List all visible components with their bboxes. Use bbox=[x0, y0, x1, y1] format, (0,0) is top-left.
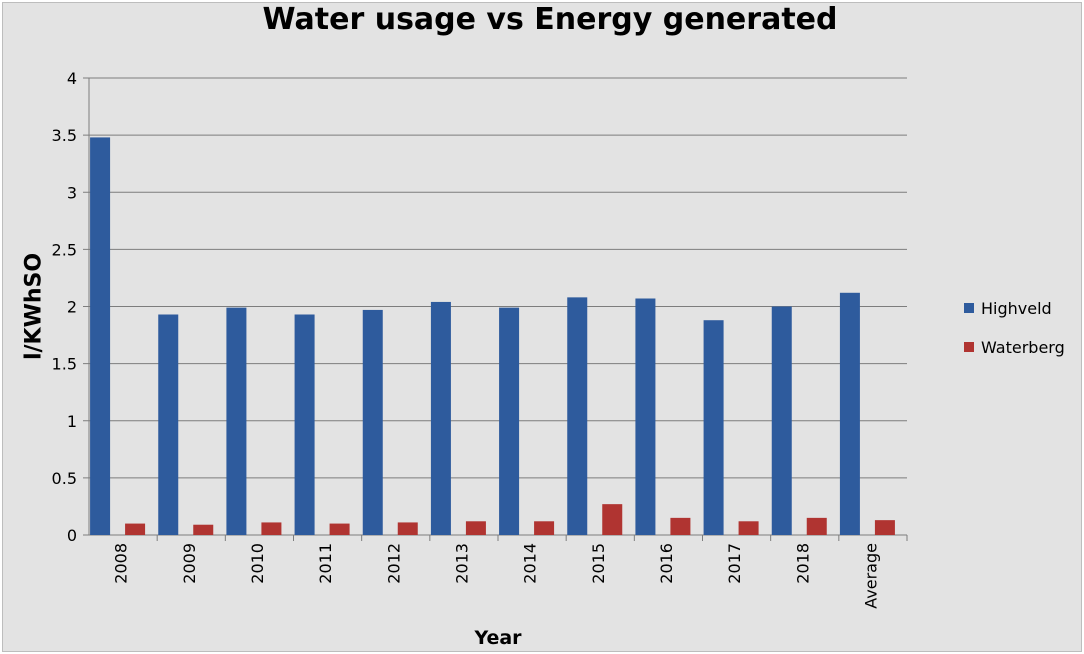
y-tick-label: 0.5 bbox=[52, 469, 77, 488]
bar-waterberg-2015 bbox=[602, 504, 623, 535]
bar-waterberg-2014 bbox=[534, 521, 555, 535]
bar-waterberg-2017 bbox=[738, 521, 759, 535]
bar-highveld-2012 bbox=[362, 309, 383, 535]
x-axis-title: Year bbox=[473, 627, 522, 649]
y-axis-title: l/KWhSO bbox=[22, 253, 47, 360]
x-tick-label: 2018 bbox=[793, 543, 812, 584]
x-tick-label: 2009 bbox=[180, 543, 199, 584]
x-tick-label: 2016 bbox=[657, 543, 676, 584]
x-tick-label: 2015 bbox=[589, 543, 608, 584]
legend: Highveld Waterberg bbox=[964, 298, 1065, 376]
x-tick-label: 2011 bbox=[316, 543, 335, 584]
bar-waterberg-2008 bbox=[125, 523, 146, 535]
y-tick-label: 4 bbox=[67, 69, 77, 88]
x-tick-label: 2010 bbox=[248, 543, 267, 584]
bar-waterberg-2010 bbox=[261, 522, 282, 535]
x-tick-label: 2014 bbox=[521, 543, 540, 584]
bar-highveld-2015 bbox=[567, 297, 588, 535]
bar-highveld-2011 bbox=[294, 314, 315, 535]
y-tick-label: 2.5 bbox=[52, 240, 77, 259]
legend-swatch bbox=[964, 303, 974, 313]
bar-highveld-2017 bbox=[703, 320, 724, 535]
bar-highveld-2013 bbox=[430, 301, 451, 535]
bar-waterberg-2016 bbox=[670, 517, 691, 535]
legend-item-highveld: Highveld bbox=[964, 298, 1065, 318]
bar-highveld-2009 bbox=[158, 314, 179, 535]
y-tick-label: 1.5 bbox=[52, 355, 77, 374]
legend-label: Highveld bbox=[981, 298, 1052, 318]
bar-waterberg-2013 bbox=[465, 521, 486, 535]
bar-waterberg-2012 bbox=[397, 522, 418, 535]
bar-waterberg-2018 bbox=[806, 517, 827, 535]
y-tick-label: 0 bbox=[67, 526, 77, 545]
legend-label: Waterberg bbox=[981, 337, 1065, 357]
bar-waterberg-average bbox=[874, 520, 895, 535]
x-tick-label: 2008 bbox=[112, 543, 131, 584]
chart-title: Water usage vs Energy generated bbox=[262, 2, 838, 37]
y-tick-label: 3.5 bbox=[52, 126, 77, 145]
y-tick-label: 2 bbox=[67, 298, 77, 317]
bar-highveld-2010 bbox=[226, 307, 247, 535]
x-tick-label: 2013 bbox=[452, 543, 471, 584]
bar-highveld-average bbox=[839, 292, 860, 535]
x-tick-label: Average bbox=[861, 543, 880, 609]
y-tick-label: 1 bbox=[67, 412, 77, 431]
bar-highveld-2008 bbox=[90, 137, 111, 535]
x-tick-label: 2017 bbox=[725, 543, 744, 584]
bar-waterberg-2011 bbox=[329, 523, 350, 535]
bar-waterberg-2009 bbox=[193, 524, 214, 535]
legend-swatch bbox=[964, 342, 974, 352]
bar-highveld-2014 bbox=[499, 307, 520, 535]
y-tick-label: 3 bbox=[67, 183, 77, 202]
bar-highveld-2018 bbox=[771, 306, 792, 535]
bar-highveld-2016 bbox=[635, 298, 656, 535]
legend-item-waterberg: Waterberg bbox=[964, 337, 1065, 357]
x-tick-label: 2012 bbox=[384, 543, 403, 584]
